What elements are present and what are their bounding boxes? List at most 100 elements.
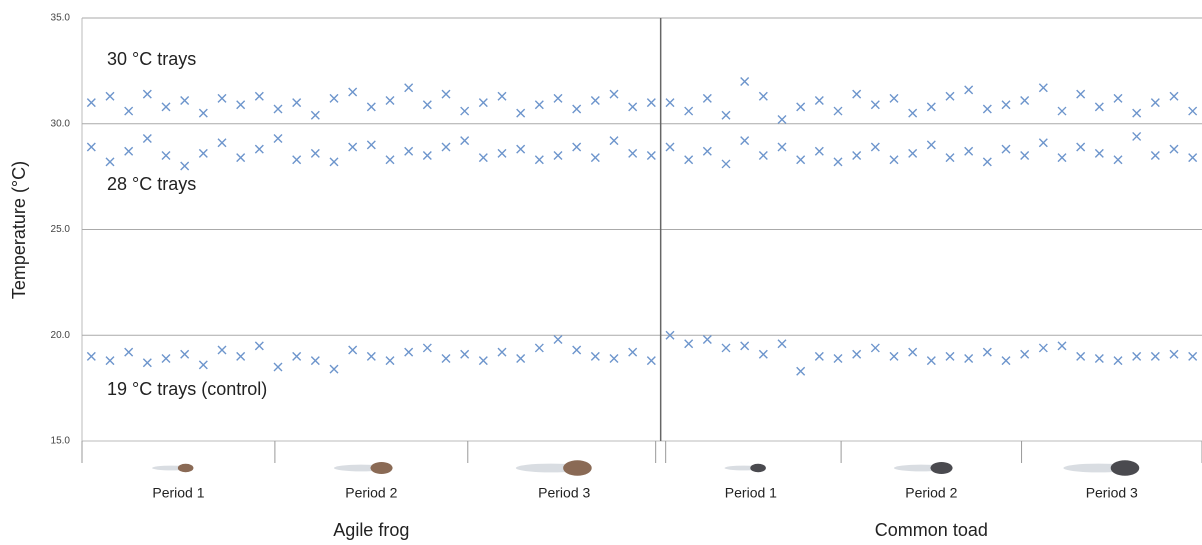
marker — [292, 155, 302, 165]
y-tick-label: 30.0 — [51, 118, 71, 129]
y-tick-label: 35.0 — [51, 13, 71, 24]
marker — [945, 351, 955, 361]
marker — [217, 93, 227, 103]
marker — [646, 150, 656, 160]
marker — [497, 91, 507, 101]
y-tick-label: 15.0 — [51, 436, 71, 447]
marker — [348, 142, 358, 152]
marker — [254, 91, 264, 101]
marker — [217, 345, 227, 355]
marker — [646, 98, 656, 108]
marker — [945, 153, 955, 163]
marker — [665, 142, 675, 152]
marker — [740, 341, 750, 351]
tadpole-body — [370, 462, 393, 474]
marker — [441, 142, 451, 152]
marker — [1113, 356, 1123, 366]
marker — [273, 362, 283, 372]
marker — [814, 95, 824, 105]
marker — [86, 142, 96, 152]
marker — [534, 343, 544, 353]
marker — [1188, 153, 1198, 163]
marker — [534, 155, 544, 165]
marker — [198, 148, 208, 158]
marker — [161, 150, 171, 160]
marker — [534, 100, 544, 110]
marker — [124, 106, 134, 116]
marker — [142, 89, 152, 99]
marker — [702, 93, 712, 103]
marker — [180, 349, 190, 359]
marker — [777, 339, 787, 349]
marker — [590, 95, 600, 105]
marker — [740, 136, 750, 146]
marker — [310, 356, 320, 366]
marker — [86, 351, 96, 361]
marker — [1076, 142, 1086, 152]
marker — [1132, 131, 1142, 141]
marker — [609, 354, 619, 364]
marker — [385, 155, 395, 165]
marker — [777, 142, 787, 152]
marker — [497, 347, 507, 357]
marker — [758, 91, 768, 101]
marker — [833, 106, 843, 116]
marker — [1076, 351, 1086, 361]
tadpole-body — [1110, 460, 1140, 476]
marker — [1169, 349, 1179, 359]
marker — [142, 358, 152, 368]
marker — [852, 349, 862, 359]
marker — [1076, 89, 1086, 99]
y-tick-label: 20.0 — [51, 330, 71, 341]
marker — [553, 150, 563, 160]
marker — [217, 138, 227, 148]
marker — [628, 148, 638, 158]
marker — [310, 110, 320, 120]
marker — [964, 85, 974, 95]
marker — [1057, 106, 1067, 116]
marker — [478, 98, 488, 108]
marker — [478, 153, 488, 163]
marker — [646, 356, 656, 366]
marker — [926, 140, 936, 150]
marker — [758, 349, 768, 359]
marker — [945, 91, 955, 101]
marker — [1057, 153, 1067, 163]
marker — [460, 349, 470, 359]
marker — [758, 150, 768, 160]
period-label: Period 3 — [538, 485, 590, 501]
marker — [180, 95, 190, 105]
marker — [908, 347, 918, 357]
series-annotation: 30 °C trays — [107, 49, 196, 69]
marker — [1188, 351, 1198, 361]
marker — [572, 142, 582, 152]
marker — [497, 148, 507, 158]
marker — [572, 104, 582, 114]
marker — [833, 157, 843, 167]
marker — [236, 351, 246, 361]
tadpole-body — [930, 462, 953, 474]
marker — [516, 108, 526, 118]
marker — [964, 146, 974, 156]
marker — [273, 134, 283, 144]
marker — [1020, 349, 1030, 359]
marker — [198, 108, 208, 118]
series-annotation: 19 °C trays (control) — [107, 379, 267, 399]
y-tick-label: 25.0 — [51, 224, 71, 235]
marker — [404, 146, 414, 156]
marker — [1001, 144, 1011, 154]
marker — [366, 351, 376, 361]
marker — [236, 100, 246, 110]
marker — [1094, 354, 1104, 364]
marker — [516, 354, 526, 364]
period-label: Period 1 — [152, 485, 204, 501]
marker — [553, 93, 563, 103]
marker — [926, 102, 936, 112]
group-label: Common toad — [875, 520, 988, 540]
marker — [1169, 144, 1179, 154]
marker — [478, 356, 488, 366]
marker — [665, 330, 675, 340]
marker — [702, 146, 712, 156]
marker — [964, 354, 974, 364]
